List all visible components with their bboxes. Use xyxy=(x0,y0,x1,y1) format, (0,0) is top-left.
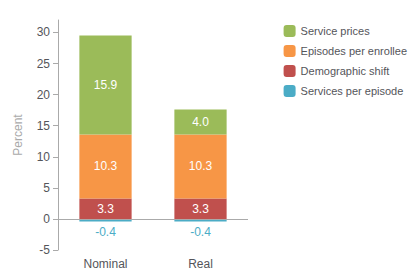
svg-text:15: 15 xyxy=(37,119,51,133)
svg-text:Service prices: Service prices xyxy=(301,25,371,37)
svg-text:Episodes per enrollee: Episodes per enrollee xyxy=(301,45,407,57)
svg-text:-5: -5 xyxy=(39,243,50,257)
svg-text:Real: Real xyxy=(188,257,213,271)
svg-text:15.9: 15.9 xyxy=(94,78,118,92)
svg-text:-0.4: -0.4 xyxy=(95,225,116,239)
svg-text:0: 0 xyxy=(43,212,50,226)
svg-text:3.3: 3.3 xyxy=(97,202,114,216)
svg-text:10: 10 xyxy=(37,150,51,164)
svg-text:Demographic shift: Demographic shift xyxy=(301,65,390,77)
svg-text:4.0: 4.0 xyxy=(192,115,209,129)
svg-text:30: 30 xyxy=(37,25,51,39)
svg-text:Percent: Percent xyxy=(11,114,25,156)
svg-text:-0.4: -0.4 xyxy=(190,225,211,239)
svg-text:3.3: 3.3 xyxy=(192,202,209,216)
svg-text:10.3: 10.3 xyxy=(189,159,213,173)
svg-text:25: 25 xyxy=(37,57,51,71)
svg-text:20: 20 xyxy=(37,88,51,102)
svg-text:Services per episode: Services per episode xyxy=(301,85,404,97)
svg-text:Nominal: Nominal xyxy=(83,257,127,271)
svg-text:5: 5 xyxy=(43,181,50,195)
svg-text:10.3: 10.3 xyxy=(94,159,118,173)
